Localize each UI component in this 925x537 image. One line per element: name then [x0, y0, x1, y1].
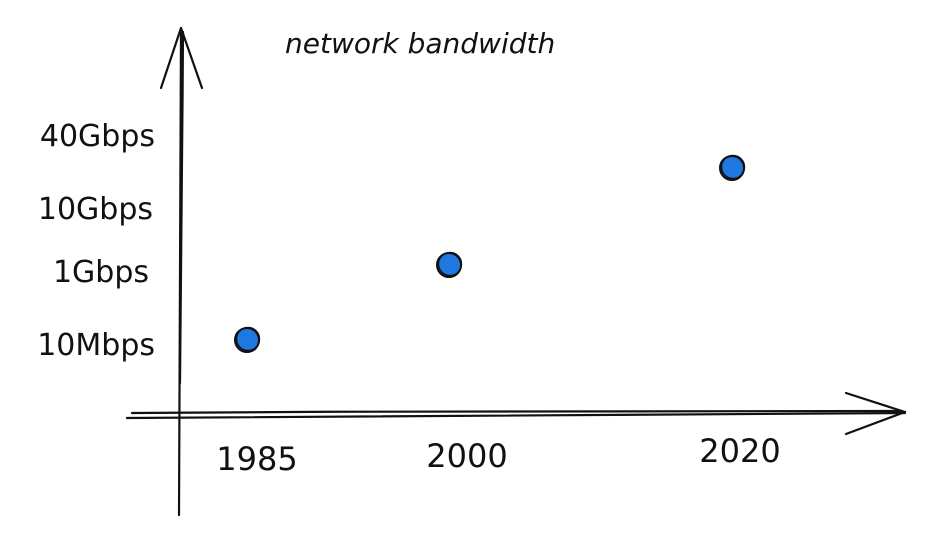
chart-title: network bandwidth: [285, 27, 555, 60]
x-tick-label-2000: 2000: [426, 437, 507, 475]
x-tick-labels: 1985 2000 2020: [216, 432, 780, 478]
y-tick-label-1gbps: 1Gbps: [53, 255, 149, 290]
x-tick-label-2020: 2020: [699, 432, 780, 470]
data-point-2020: [719, 154, 746, 181]
x-tick-label-1985: 1985: [216, 440, 297, 478]
y-axis: [159, 26, 204, 517]
y-tick-labels: 40Gbps 10Gbps 1Gbps 10Mbps: [37, 119, 155, 363]
data-points: [234, 154, 746, 353]
y-tick-label-10gbps: 10Gbps: [38, 192, 153, 227]
data-point-1985: [234, 326, 261, 353]
x-axis: [125, 391, 907, 436]
y-tick-label-10mbps: 10Mbps: [37, 328, 155, 363]
data-point-2000: [436, 251, 463, 278]
y-tick-label-40gbps: 40Gbps: [40, 119, 155, 154]
